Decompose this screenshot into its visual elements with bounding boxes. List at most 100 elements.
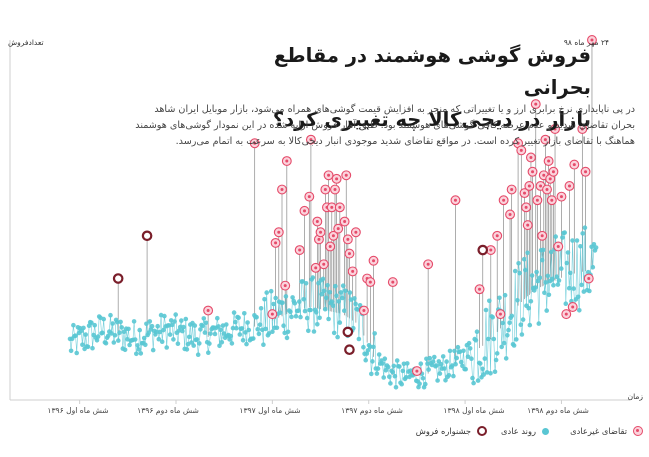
normal-point [461, 348, 466, 354]
normal-point [198, 327, 203, 332]
normal-point [356, 336, 362, 342]
abnormal-point [529, 155, 533, 159]
description-line-1: در پی ناپایداری نرخ برابری ارز و یا تغیی… [154, 104, 635, 115]
normal-point [509, 313, 515, 319]
abnormal-point [556, 244, 560, 248]
normal-point [257, 322, 263, 328]
abnormal-point [322, 262, 326, 266]
normal-point [127, 342, 132, 348]
normal-point [244, 341, 249, 347]
normal-point [208, 331, 213, 336]
normal-point [297, 299, 302, 304]
normal-point [256, 331, 262, 337]
abnormal-point [280, 188, 284, 192]
legend-abnormal: تقاضای غیرعادی [570, 426, 643, 436]
chart-description: در پی ناپایداری نرخ برابری ارز و یا تغیی… [63, 102, 635, 150]
normal-point [108, 312, 113, 318]
normal-point [201, 316, 207, 321]
abnormal-point [580, 127, 584, 131]
abnormal-point [543, 138, 547, 142]
abnormal-point [283, 284, 287, 288]
abnormal-point [331, 234, 335, 238]
normal-point [501, 340, 507, 346]
normal-point [427, 355, 433, 361]
normal-point [570, 238, 575, 243]
normal-point [83, 332, 88, 337]
normal-point [149, 323, 155, 329]
x-tick-label: شش ماه دوم ۱۳۹۷ [341, 406, 403, 415]
normal-point [512, 268, 518, 274]
abnormal-point [502, 198, 506, 202]
normal-point [119, 325, 124, 330]
normal-point [525, 250, 530, 256]
festival-point [342, 326, 354, 338]
normal-point [580, 231, 585, 236]
normal-point [556, 278, 562, 283]
normal-point [591, 242, 597, 247]
normal-point [503, 356, 509, 361]
normal-point [399, 381, 405, 387]
normal-point [393, 385, 399, 390]
normal-point [184, 347, 190, 352]
normal-point [452, 348, 457, 354]
normal-point [73, 333, 78, 339]
normal-point [237, 332, 243, 337]
normal-point [554, 274, 560, 280]
normal-point [390, 369, 396, 375]
normal-point [288, 309, 293, 315]
normal-point [517, 270, 522, 276]
abnormal-point [336, 227, 340, 231]
normal-point [543, 280, 548, 285]
abnormal-point [539, 184, 543, 188]
normal-point [528, 299, 534, 304]
abnormal-point [277, 230, 281, 234]
normal-point [181, 324, 186, 330]
normal-point [565, 250, 571, 255]
normal-point [242, 311, 247, 316]
normal-point [302, 308, 308, 314]
normal-point [202, 330, 208, 335]
normal-point [157, 329, 163, 335]
normal-point [375, 366, 381, 371]
abnormal-point [274, 241, 278, 245]
abnormal-point [368, 280, 372, 284]
abnormal-point [344, 173, 348, 177]
normal-point [301, 296, 307, 302]
abnormal-point [547, 159, 551, 163]
normal-point [590, 264, 596, 270]
abnormal-point [510, 188, 514, 192]
normal-point [574, 238, 580, 243]
description-line-3: هماهنگ با تقاضای بازار تغییر کرده است. د… [175, 136, 635, 147]
abnormal-point [535, 198, 539, 202]
normal-point [92, 322, 97, 328]
abnormal-point [551, 170, 555, 174]
normal-point [327, 289, 333, 295]
festival-point [141, 230, 153, 242]
normal-point [112, 333, 118, 338]
normal-point [376, 352, 382, 357]
abnormal-point [338, 205, 342, 209]
normal-point [254, 314, 259, 320]
normal-point [417, 381, 422, 387]
normal-point [397, 364, 402, 369]
normal-point [110, 321, 115, 326]
normal-point [505, 333, 510, 338]
normal-point [394, 358, 400, 363]
normal-point [270, 329, 275, 335]
normal-point [334, 293, 339, 299]
normal-point [289, 314, 294, 320]
title-line-1: فروش گوشی هوشمند در مقاطع بحرانی [273, 44, 591, 99]
normal-point [89, 320, 94, 326]
normal-point [473, 338, 479, 343]
normal-point [474, 329, 480, 335]
normal-point [469, 356, 474, 362]
legend-normal: روند عادی [501, 426, 549, 436]
normal-point [371, 344, 376, 350]
normal-point [319, 291, 325, 297]
normal-point [340, 283, 346, 289]
abnormal-point [572, 163, 576, 167]
normal-point [195, 352, 201, 358]
normal-point [268, 288, 274, 294]
chart-axes [9, 40, 630, 404]
normal-point [231, 310, 237, 315]
